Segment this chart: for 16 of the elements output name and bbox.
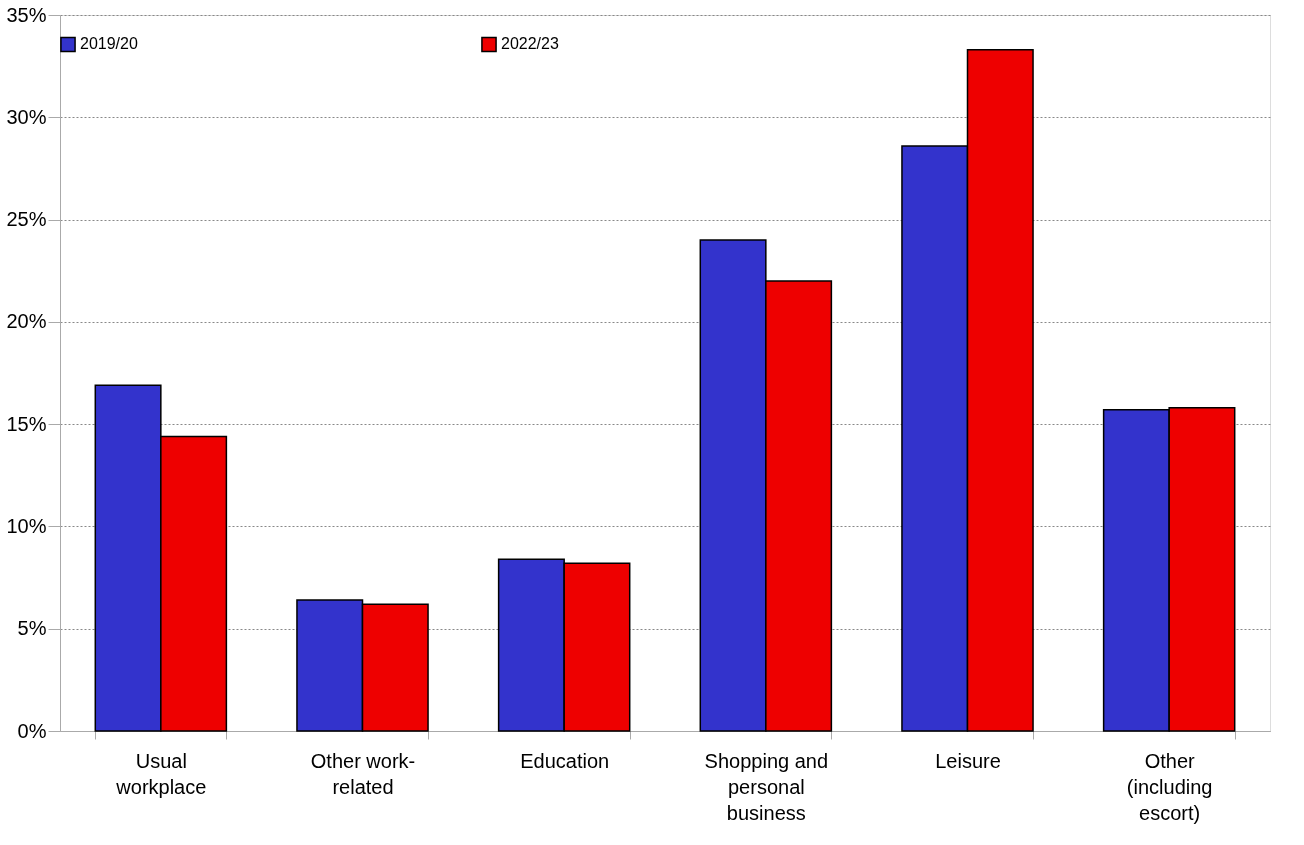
y-tick-label: 20% (6, 310, 47, 333)
x-tick-label: Other (including escort) (1126, 749, 1213, 824)
x-tick-label: Usual workplace (115, 749, 207, 798)
y-tick-label: 30% (6, 105, 47, 128)
y-tick-label: 15% (6, 412, 47, 435)
legend-label: 2022/23 (501, 35, 559, 53)
y-tick-label: 10% (6, 514, 47, 537)
legend-label: 2019/20 (80, 35, 138, 53)
x-tick-label: Other work-related (310, 749, 416, 798)
x-tick-label: Leisure (935, 749, 1001, 772)
y-tick-label: 25% (6, 208, 47, 231)
y-tick-label: 35% (6, 3, 47, 26)
x-tick-label: Education (520, 749, 610, 772)
y-tick-label: 5% (17, 617, 47, 640)
x-tick-label: Shopping and personal business (704, 749, 829, 824)
y-tick-label: 0% (17, 719, 47, 742)
